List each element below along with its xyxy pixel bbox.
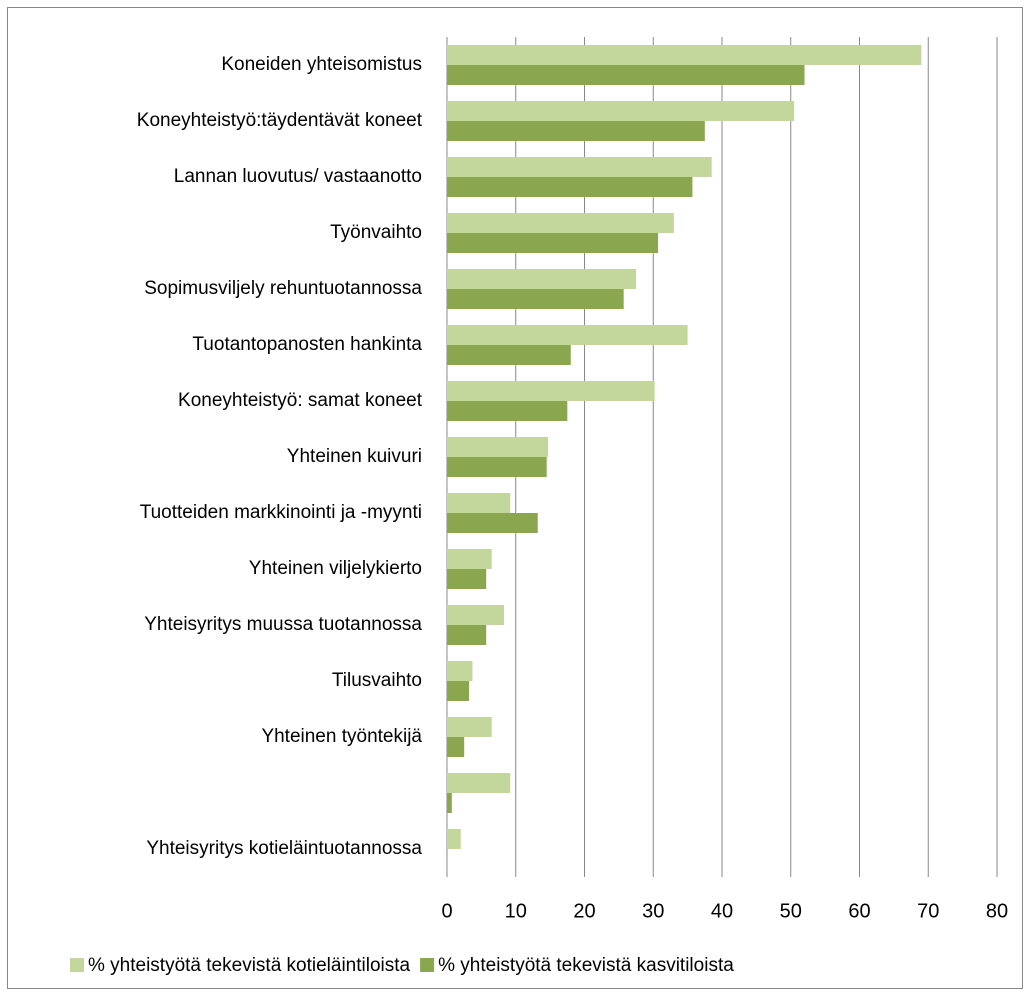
bar <box>447 157 712 177</box>
bar <box>447 289 624 309</box>
bar <box>447 681 469 701</box>
legend-label: % yhteistyötä tekevistä kasvitiloista <box>438 955 734 976</box>
y-tick-label: Lannan luovutus/ vastaanotto <box>174 166 422 187</box>
bar <box>447 325 688 345</box>
bar <box>447 345 571 365</box>
bar <box>447 773 511 793</box>
y-tick-label: Tilusvaihto <box>332 670 422 691</box>
y-tick-label: Yhteinen työntekijä <box>261 726 422 747</box>
bar <box>447 213 674 233</box>
y-tick-label: Tuotteiden markkinointi ja -myynti <box>140 502 422 523</box>
bar <box>447 513 538 533</box>
y-tick-label: Työnvaihto <box>330 222 422 243</box>
bar <box>447 457 547 477</box>
bar <box>447 569 487 589</box>
x-tick-label: 60 <box>848 900 870 922</box>
bar <box>447 101 795 121</box>
bar <box>447 493 511 513</box>
y-tick-label: Sopimusviljely rehuntuotannossa <box>144 278 422 299</box>
y-tick-label: Yhteisyritys muussa tuotannossa <box>144 614 422 635</box>
y-tick-label: Tuotantopanosten hankinta <box>192 334 422 355</box>
legend-swatch <box>420 958 435 972</box>
bar <box>447 605 505 625</box>
x-tick-label: 10 <box>505 900 527 922</box>
bar <box>447 437 549 457</box>
x-tick-label: 50 <box>780 900 802 922</box>
bar <box>447 625 487 645</box>
legend-swatch <box>70 958 84 972</box>
y-tick-label: Yhteisyritys kotieläintuotannossa <box>146 838 422 859</box>
bar <box>447 65 805 85</box>
bar <box>447 269 637 289</box>
bar <box>447 829 461 849</box>
x-tick-label: 40 <box>711 900 733 922</box>
bar <box>447 121 705 141</box>
y-tick-label: Yhteinen kuivuri <box>287 446 422 467</box>
bar <box>447 717 492 737</box>
x-tick-label: 30 <box>642 900 664 922</box>
y-tick-label: Koneyhteistyö:täydentävät koneet <box>137 110 423 131</box>
bar <box>447 401 568 421</box>
bar <box>447 549 492 569</box>
y-tick-label: Yhteinen viljelykierto <box>249 558 422 579</box>
x-tick-label: 70 <box>917 900 939 922</box>
legend-label: % yhteistyötä tekevistä kotieläintiloist… <box>88 955 411 976</box>
x-tick-label: 0 <box>441 900 452 922</box>
x-tick-label: 20 <box>573 900 595 922</box>
bar <box>447 661 473 681</box>
y-tick-label: Koneiden yhteisomistus <box>221 54 422 75</box>
bar <box>447 233 659 253</box>
bar <box>447 793 452 813</box>
bar <box>447 45 922 65</box>
bar <box>447 381 655 401</box>
x-tick-label: 80 <box>986 900 1008 922</box>
y-tick-label: Koneyhteistyö: samat koneet <box>178 390 423 411</box>
bar <box>447 177 693 197</box>
bar <box>447 737 465 757</box>
